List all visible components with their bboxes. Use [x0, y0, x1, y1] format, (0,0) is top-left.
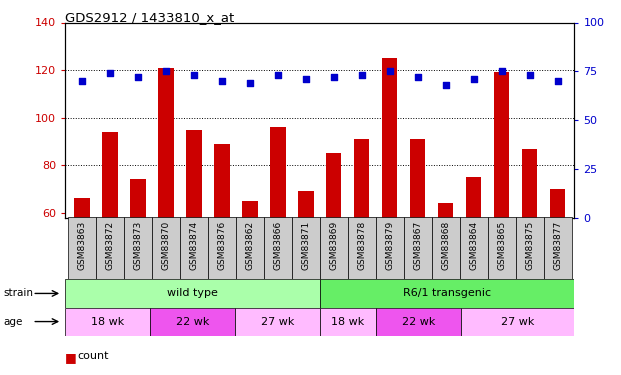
- Bar: [550, 189, 565, 217]
- Point: [189, 72, 199, 78]
- Bar: [235, 308, 320, 336]
- Bar: [68, 217, 96, 279]
- Bar: [65, 308, 150, 336]
- Text: GSM83877: GSM83877: [553, 220, 562, 270]
- Bar: [515, 217, 543, 279]
- Bar: [326, 153, 342, 218]
- Point: [133, 74, 143, 80]
- Bar: [438, 203, 453, 217]
- Bar: [432, 217, 460, 279]
- Text: R6/1 transgenic: R6/1 transgenic: [403, 288, 491, 298]
- Bar: [460, 217, 487, 279]
- Point: [161, 68, 171, 74]
- Text: GSM83871: GSM83871: [301, 220, 310, 270]
- Bar: [404, 217, 432, 279]
- Bar: [292, 217, 320, 279]
- Bar: [487, 217, 515, 279]
- Point: [301, 76, 310, 82]
- Bar: [348, 217, 376, 279]
- Bar: [180, 217, 208, 279]
- Text: 18 wk: 18 wk: [91, 316, 124, 327]
- Bar: [461, 308, 574, 336]
- Point: [469, 76, 479, 82]
- Bar: [150, 308, 235, 336]
- Text: GSM83862: GSM83862: [245, 220, 255, 270]
- Bar: [320, 279, 574, 308]
- Point: [217, 78, 227, 84]
- Text: GSM83863: GSM83863: [78, 220, 86, 270]
- Bar: [208, 217, 236, 279]
- Text: GSM83878: GSM83878: [357, 220, 366, 270]
- Bar: [75, 198, 89, 217]
- Point: [413, 74, 423, 80]
- Point: [525, 72, 535, 78]
- Point: [329, 74, 339, 80]
- Bar: [376, 217, 404, 279]
- Text: GSM83865: GSM83865: [497, 220, 506, 270]
- Point: [357, 72, 367, 78]
- Text: wild type: wild type: [167, 288, 218, 298]
- Text: GSM83874: GSM83874: [189, 220, 198, 270]
- Text: GSM83864: GSM83864: [469, 220, 478, 270]
- Bar: [264, 217, 292, 279]
- Bar: [466, 177, 481, 218]
- Point: [385, 68, 395, 74]
- Text: 22 wk: 22 wk: [402, 316, 435, 327]
- Bar: [382, 58, 397, 217]
- Text: age: age: [3, 316, 22, 327]
- Bar: [242, 201, 258, 217]
- Text: GSM83869: GSM83869: [329, 220, 338, 270]
- Bar: [158, 68, 174, 218]
- Text: GDS2912 / 1433810_x_at: GDS2912 / 1433810_x_at: [65, 11, 235, 24]
- Point: [497, 68, 507, 74]
- Point: [105, 70, 115, 76]
- Bar: [236, 217, 264, 279]
- Bar: [214, 144, 230, 218]
- Text: GSM83868: GSM83868: [442, 220, 450, 270]
- Text: GSM83875: GSM83875: [525, 220, 534, 270]
- Text: GSM83876: GSM83876: [217, 220, 227, 270]
- Bar: [130, 180, 146, 218]
- Bar: [152, 217, 180, 279]
- Bar: [65, 279, 320, 308]
- Text: GSM83873: GSM83873: [134, 220, 142, 270]
- Text: strain: strain: [3, 288, 33, 298]
- Bar: [494, 72, 509, 217]
- Text: GSM83879: GSM83879: [385, 220, 394, 270]
- Text: 18 wk: 18 wk: [332, 316, 365, 327]
- Text: 27 wk: 27 wk: [501, 316, 535, 327]
- Bar: [96, 217, 124, 279]
- Text: 27 wk: 27 wk: [261, 316, 294, 327]
- Text: GSM83872: GSM83872: [106, 220, 114, 270]
- Point: [245, 80, 255, 86]
- Bar: [522, 148, 537, 217]
- Point: [273, 72, 283, 78]
- Text: GSM83870: GSM83870: [161, 220, 170, 270]
- Point: [77, 78, 87, 84]
- Bar: [102, 132, 117, 218]
- Bar: [186, 129, 202, 218]
- Bar: [298, 191, 314, 217]
- Bar: [124, 217, 152, 279]
- Bar: [354, 139, 369, 218]
- Point: [553, 78, 563, 84]
- Text: 22 wk: 22 wk: [176, 316, 209, 327]
- Bar: [543, 217, 571, 279]
- Bar: [270, 127, 286, 218]
- Bar: [320, 217, 348, 279]
- Text: ■: ■: [65, 351, 77, 364]
- Text: GSM83867: GSM83867: [413, 220, 422, 270]
- Text: GSM83866: GSM83866: [273, 220, 283, 270]
- Point: [441, 82, 451, 88]
- Bar: [320, 308, 376, 336]
- Text: count: count: [78, 351, 109, 361]
- Bar: [376, 308, 461, 336]
- Bar: [410, 139, 425, 218]
